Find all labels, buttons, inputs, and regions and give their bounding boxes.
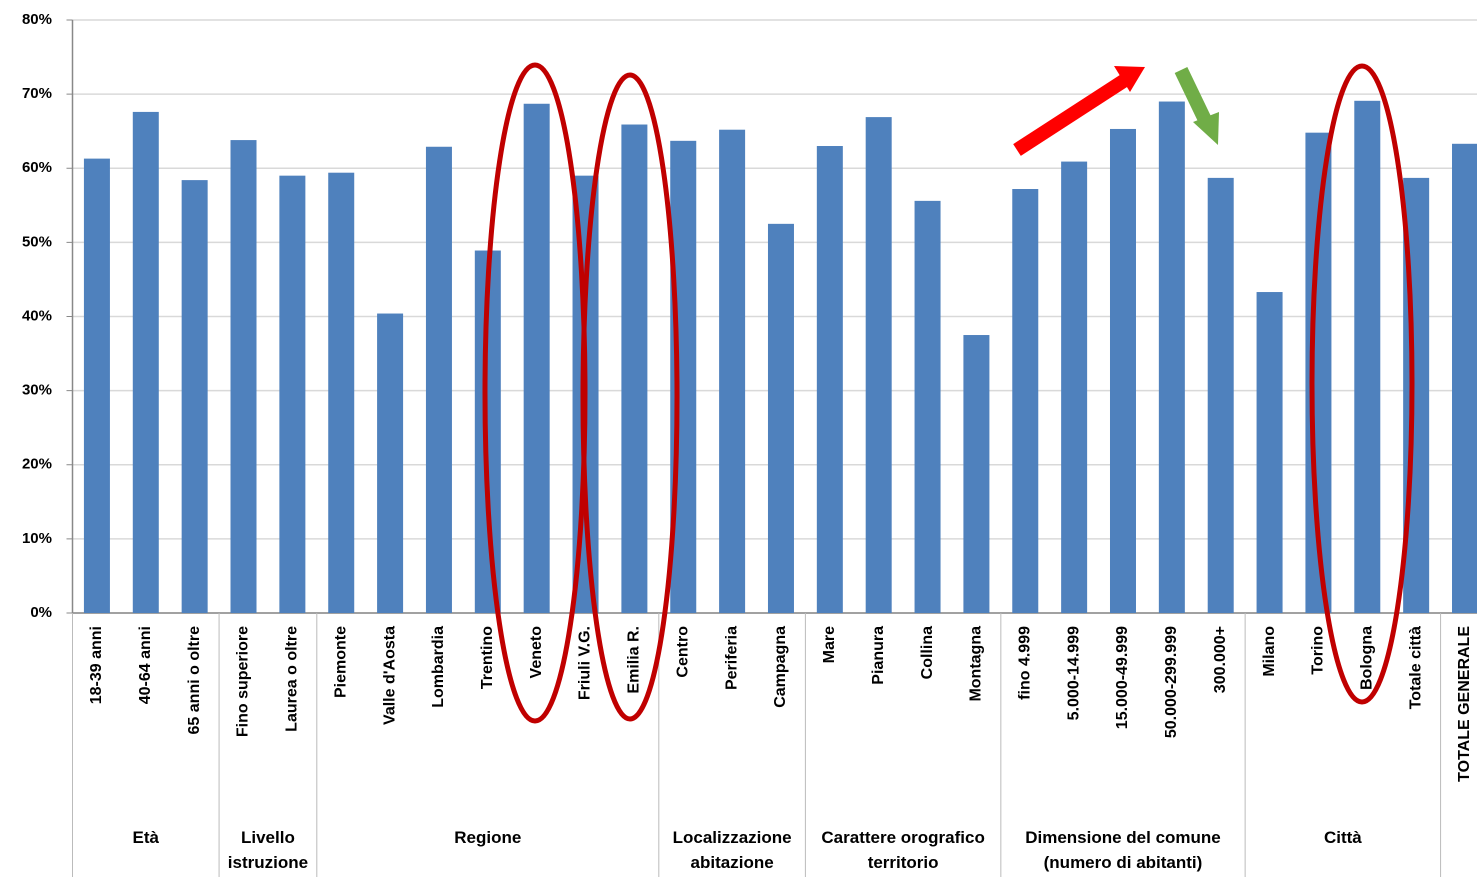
x-tick-label: Montagna (968, 626, 985, 702)
x-tick-label: Campagna (772, 626, 789, 708)
bar (328, 172, 355, 613)
y-tick-label: 20% (22, 456, 52, 473)
x-tick-label: 18-39 anni (88, 626, 105, 704)
group-label: Livello (241, 828, 295, 847)
group-label: (numero di abitanti) (1044, 853, 1203, 872)
bar (523, 103, 550, 613)
x-tick-label: Torino (1310, 626, 1327, 675)
y-tick-label: 10% (22, 530, 52, 547)
y-tick-label: 40% (22, 307, 52, 324)
x-tick-label: Veneto (528, 626, 545, 679)
y-tick-label: 80% (22, 11, 52, 28)
y-tick-label: 30% (22, 382, 52, 399)
x-tick-label: Laurea o oltre (284, 626, 301, 732)
x-tick-label: Totale città (1407, 626, 1424, 709)
bar (425, 146, 452, 613)
bar (1109, 128, 1136, 613)
bar (1256, 292, 1283, 613)
group-label: Dimensione del comune (1025, 828, 1221, 847)
x-tick-label: TOTALE GENERALE (1456, 626, 1473, 782)
group-label: territorio (868, 853, 939, 872)
bar (865, 117, 892, 613)
highlight-ellipse (1309, 63, 1415, 705)
y-tick-label: 50% (22, 233, 52, 250)
x-tick-label: 50.000-299.999 (1163, 626, 1180, 738)
bar (1354, 100, 1381, 613)
group-label: Città (1324, 828, 1362, 847)
bar (719, 129, 746, 613)
highlight-ellipse (580, 72, 680, 722)
bar (377, 313, 404, 613)
x-tick-label: Lombardia (430, 626, 447, 708)
arrow-head (1114, 66, 1145, 92)
x-tick-label: Emilia R. (626, 626, 643, 694)
bar (621, 124, 648, 614)
bar (181, 180, 208, 614)
group-label: Regione (454, 828, 521, 847)
group-label: Localizzazione (673, 828, 792, 847)
x-tick-label: 15.000-49.999 (1114, 626, 1131, 729)
bar (230, 140, 257, 613)
group-label: istruzione (228, 853, 308, 872)
bar (132, 111, 159, 613)
annotations (482, 62, 1415, 724)
x-tick-label: Milano (1261, 626, 1278, 677)
bar (963, 335, 990, 613)
plot-area: 0% 10% 20% 30% 40% 50% 60% 70% 80% 18-39 anni 40-6… (22, 11, 1477, 877)
x-tick-label: 300.000+ (1212, 626, 1229, 693)
group-label: Età (133, 828, 160, 847)
x-tick-label: Valle d'Aosta (381, 626, 398, 725)
x-tick-label: Pianura (870, 626, 887, 685)
arrow-head (1193, 112, 1219, 145)
y-tick-label: 60% (22, 159, 52, 176)
x-tick-label: 5.000-14.999 (1065, 626, 1082, 720)
x-tick-label: Mare (821, 626, 838, 663)
x-tick-label: Periferia (723, 626, 740, 690)
x-tick-label: 40-64 anni (137, 626, 154, 704)
x-tick-label: 65 anni o oltre (186, 626, 203, 735)
bar (279, 175, 306, 613)
bar (1061, 161, 1088, 614)
bar (83, 158, 110, 613)
x-tick-label: Fino superiore (235, 626, 252, 737)
x-tick-label: Bologna (1359, 626, 1376, 690)
x-tick-label: Trentino (479, 626, 496, 689)
y-tick-label: 70% (22, 85, 52, 102)
x-tick-label: Friuli V.G. (577, 626, 594, 700)
arrow-up (1013, 74, 1129, 156)
bar (1158, 101, 1185, 613)
bar (1207, 177, 1234, 614)
x-tick-label: fino 4.999 (1016, 626, 1033, 700)
bar (1012, 189, 1039, 613)
group-label: Carattere orografico (821, 828, 984, 847)
arrows (1013, 66, 1219, 156)
group-label: abitazione (691, 853, 774, 872)
x-tick-label: Centro (674, 626, 691, 678)
bar (816, 146, 843, 613)
bar (914, 200, 941, 614)
bar (1452, 143, 1477, 613)
y-tick-label: 0% (30, 604, 52, 621)
x-tick-label: Collina (919, 626, 936, 679)
arrow-down (1174, 66, 1212, 124)
x-tick-label: Piemonte (332, 626, 349, 698)
bar (767, 223, 794, 613)
